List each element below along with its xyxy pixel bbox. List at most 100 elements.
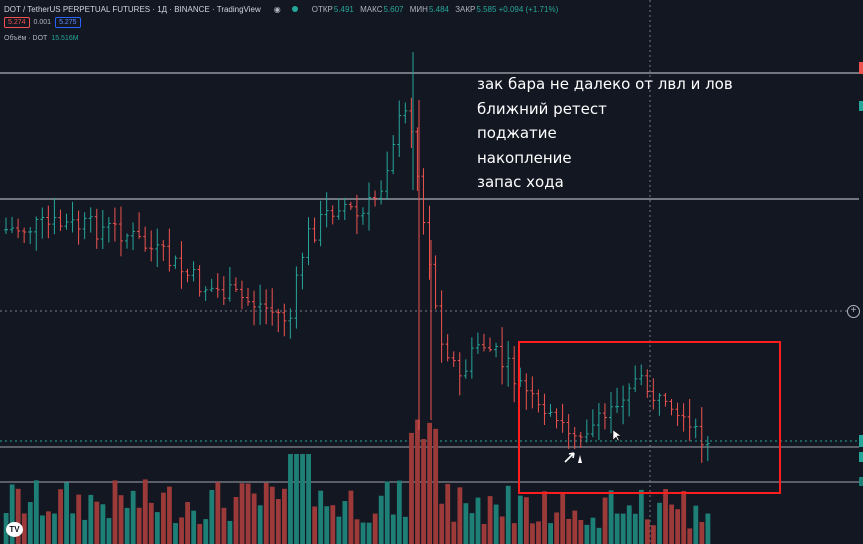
- volume-bar: [427, 422, 432, 544]
- ohlc-values: ОТКР5.491 МАКС5.607 МИН5.484 ЗАКР5.585 +…: [308, 5, 558, 14]
- volume-bar: [487, 496, 493, 544]
- volume-bar: [669, 504, 674, 544]
- volume-bar: [511, 523, 517, 544]
- volume-bar: [378, 495, 384, 544]
- note-line: накопление: [477, 148, 572, 167]
- volume-bar: [33, 480, 39, 544]
- volume-bar: [324, 506, 330, 544]
- volume-bar: [257, 505, 263, 544]
- volume-bar: [336, 516, 342, 544]
- volume-bar: [705, 513, 711, 544]
- trade-buttons: 5.274 0.001 5.275: [4, 17, 81, 28]
- volume-bar: [590, 517, 596, 544]
- volume-bar: [463, 503, 469, 544]
- volume-bar: [275, 499, 281, 544]
- volume-bar: [330, 505, 336, 544]
- volume-bar: [306, 454, 311, 544]
- volume-bar: [82, 519, 88, 544]
- volume-bar: [663, 489, 668, 544]
- volume-bar: [251, 493, 257, 544]
- volume-bar: [384, 481, 390, 544]
- price-axis-marker: [859, 452, 863, 462]
- volume-bar: [372, 513, 378, 544]
- symbol-header: DOT / TetherUS PERPETUAL FUTURES · 1Д · …: [4, 2, 558, 16]
- price-axis-marker: [859, 62, 863, 74]
- volume-bar: [517, 495, 523, 544]
- volume-bar: [608, 490, 614, 544]
- annotation-notes[interactable]: зак бара не далеко от лвл и лов ближний …: [477, 72, 733, 195]
- volume-bar: [681, 491, 687, 544]
- note-line: ближний ретест: [477, 99, 607, 118]
- volume-bar: [21, 513, 27, 544]
- volume-bar: [46, 511, 51, 544]
- volume-bar: [15, 488, 21, 544]
- volume-legend[interactable]: Объём · DOT 15.516M: [4, 35, 79, 42]
- note-line: поджатие: [477, 124, 557, 142]
- volume-bar: [40, 515, 45, 544]
- volume-bar: [294, 454, 299, 544]
- volume-bar: [227, 520, 233, 544]
- note-line: запас хода: [477, 173, 564, 191]
- volume-bar: [584, 524, 590, 544]
- volume-bar: [185, 502, 190, 544]
- volume-bar: [136, 507, 142, 544]
- volume-bar: [409, 432, 414, 544]
- volume-bar: [94, 501, 100, 544]
- volume-bar: [469, 513, 475, 544]
- low-label: МИН: [409, 4, 428, 14]
- symbol-title[interactable]: DOT / TetherUS PERPETUAL FUTURES · 1Д · …: [4, 4, 261, 14]
- volume-bar: [499, 516, 505, 544]
- volume-bar: [300, 454, 305, 544]
- volume-bar: [263, 482, 269, 544]
- volume-bar: [403, 516, 408, 544]
- volume-bar: [687, 528, 693, 544]
- sell-button[interactable]: 5.274: [4, 17, 30, 28]
- volume-bar: [578, 520, 584, 544]
- volume-bar: [173, 523, 178, 544]
- volume-value: 15.516M: [51, 35, 79, 42]
- volume-bar: [9, 484, 15, 544]
- eye-icon[interactable]: ◉: [273, 4, 281, 14]
- volume-bar: [124, 507, 130, 544]
- volume-bar: [542, 491, 547, 544]
- volume-bar: [693, 505, 699, 544]
- add-plus-icon[interactable]: +: [847, 305, 860, 318]
- volume-bar: [360, 522, 366, 544]
- volume-bar: [596, 527, 602, 544]
- volume-bar: [100, 504, 106, 544]
- volume-bar: [645, 519, 650, 544]
- mouse-cursor-icon: [612, 429, 622, 442]
- price-axis-marker: [859, 477, 863, 486]
- volume-bar: [638, 489, 644, 544]
- volume-bar: [348, 490, 354, 544]
- volume-bar: [167, 486, 172, 544]
- volume-bar: [318, 490, 324, 544]
- volume-bar: [76, 494, 82, 544]
- volume-label: Объём · DOT: [4, 35, 48, 42]
- volume-bar: [233, 496, 239, 544]
- market-status-icon: [291, 6, 298, 12]
- price-axis-marker: [859, 435, 863, 447]
- volume-bar: [197, 523, 203, 544]
- volume-bar: [342, 501, 348, 544]
- volume-bar: [106, 518, 112, 544]
- volume-bar: [148, 502, 154, 544]
- volume-bar: [161, 492, 166, 544]
- volume-bar: [415, 419, 420, 544]
- volume-bar: [390, 514, 396, 544]
- buy-button[interactable]: 5.275: [55, 17, 81, 28]
- volume-bar: [451, 521, 457, 544]
- volume-bar: [288, 454, 293, 544]
- volume-bar: [70, 513, 76, 544]
- open-label: ОТКР: [311, 4, 333, 14]
- volume-bar: [118, 495, 124, 544]
- high-value: 5.607: [383, 4, 404, 14]
- volume-bar: [366, 522, 372, 544]
- volume-bar: [445, 484, 451, 544]
- volume-bar: [239, 483, 245, 544]
- volume-bar: [536, 521, 541, 544]
- volume-bar: [620, 513, 626, 544]
- arrow-marker-icon: [564, 452, 575, 463]
